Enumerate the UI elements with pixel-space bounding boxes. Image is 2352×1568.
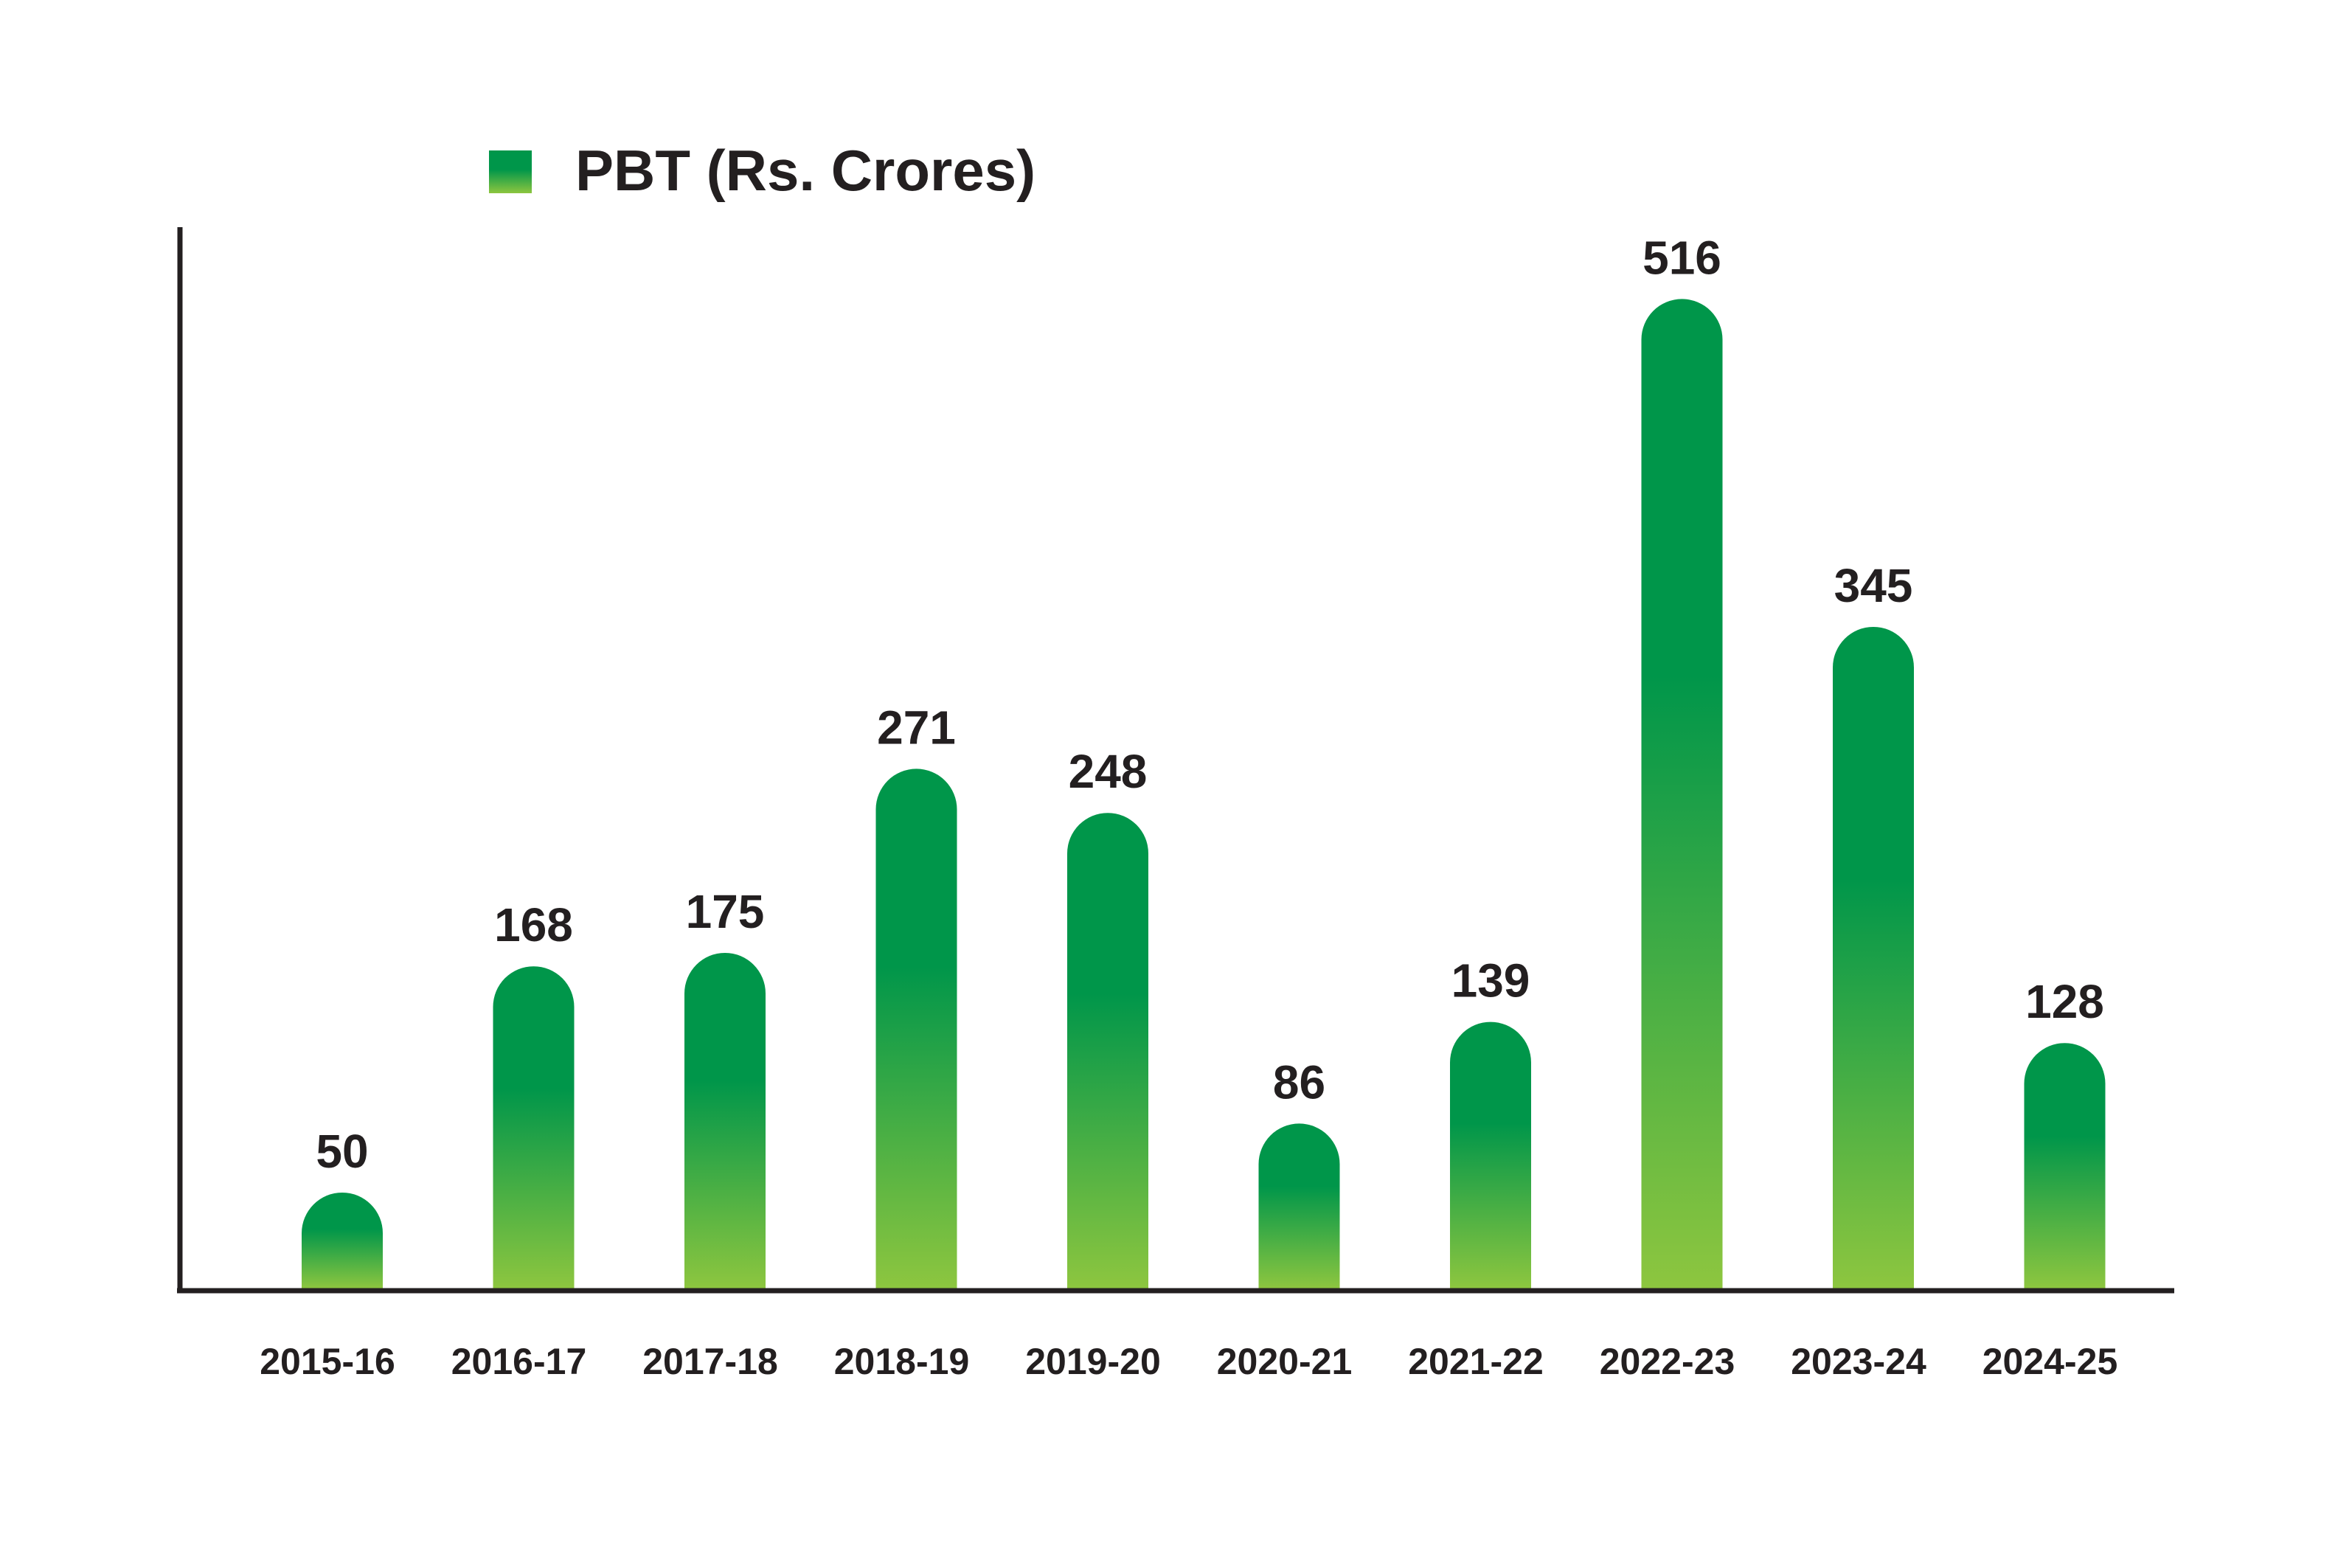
x-tick-label-2020-21: 2020-21 [1217,1341,1353,1382]
bar-2022-23 [1641,299,1723,1288]
bar-2019-20 [1067,813,1148,1288]
x-tick-label-2021-22: 2021-22 [1408,1341,1544,1382]
x-tick-label-2019-20: 2019-20 [1025,1341,1161,1382]
value-label-2016-17: 168 [494,898,573,951]
value-label-2022-23: 516 [1642,231,1721,284]
value-label-2019-20: 248 [1069,745,1148,798]
x-tick-label-2018-19: 2018-19 [834,1341,970,1382]
value-label-2023-24: 345 [1834,559,1913,612]
value-label-2018-19: 271 [877,701,956,754]
x-tick-label-2017-18: 2017-18 [642,1341,778,1382]
value-label-2024-25: 128 [2025,975,2104,1028]
x-tick-label-2024-25: 2024-25 [1982,1341,2118,1382]
bar-2020-21 [1258,1123,1340,1288]
x-tick-label-2022-23: 2022-23 [1600,1341,1735,1382]
bar-2017-18 [684,953,766,1288]
bar-2024-25 [2024,1043,2106,1288]
legend: PBT (Rs. Crores) [489,138,1035,203]
legend-label: PBT (Rs. Crores) [575,138,1035,203]
value-labels: 50 168 175 271 248 86 139 516 345 128 [316,231,2103,1178]
bar-2018-19 [875,769,957,1288]
value-label-2021-22: 139 [1451,954,1530,1007]
value-label-2017-18: 175 [686,885,765,938]
bar-2021-22 [1449,1021,1531,1288]
value-label-2020-21: 86 [1273,1055,1325,1109]
bar-2015-16 [302,1193,383,1288]
bar-2016-17 [493,966,575,1288]
bars [302,299,2106,1288]
x-tick-label-2016-17: 2016-17 [451,1341,587,1382]
x-tick-label-2015-16: 2015-16 [260,1341,395,1382]
x-tick-labels: 2015-16 2016-17 2017-18 2018-19 2019-20 2020-… [260,1341,2117,1382]
value-label-2015-16: 50 [316,1125,368,1178]
x-tick-label-2023-24: 2023-24 [1791,1341,1926,1382]
legend-swatch [489,150,532,193]
bar-2023-24 [1833,627,1914,1288]
